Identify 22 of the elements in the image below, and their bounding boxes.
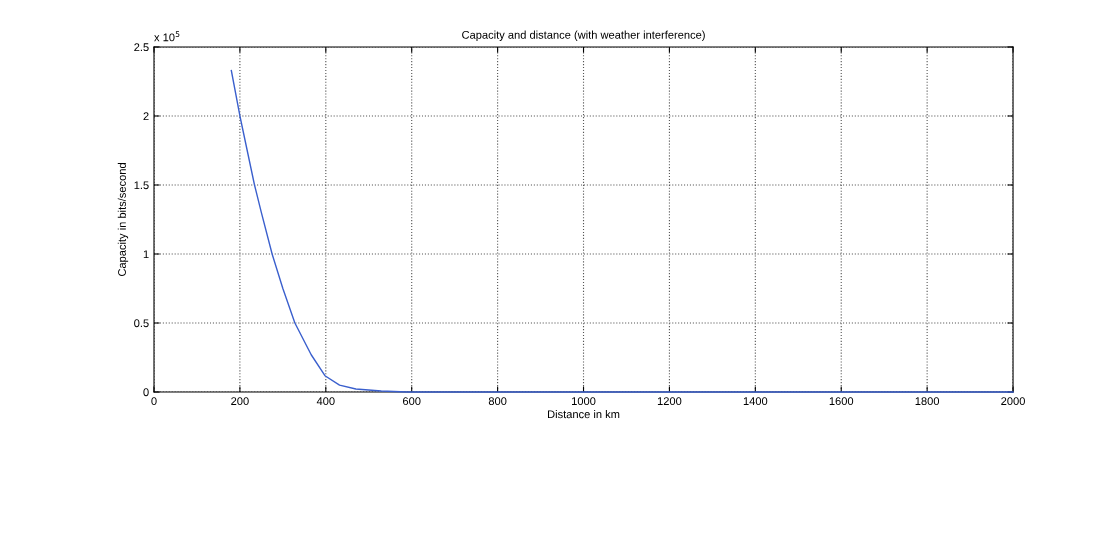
y-tick-label: 1.5 bbox=[134, 181, 149, 190]
text: x 10$^{5}$ bbox=[154, 31, 180, 42]
x-tick-label: 200 bbox=[231, 397, 249, 406]
x-axis-title: Distance in km bbox=[548, 410, 620, 419]
x-tick-label: 1400 bbox=[743, 397, 768, 406]
x-tick-label: 0 bbox=[151, 397, 157, 406]
y-tick-label: 2.5 bbox=[134, 43, 149, 52]
y-tick-label: 1 bbox=[143, 250, 149, 259]
y-tick-label: 0.5 bbox=[134, 319, 149, 328]
chart-title: Capacity and distance (with weather interference) bbox=[462, 30, 705, 41]
y-tick-label: 0 bbox=[143, 388, 149, 397]
y-axis-title: Capacity in bits/second bbox=[117, 163, 129, 277]
x-tick-label: 600 bbox=[403, 397, 421, 406]
x-tick-label: 1000 bbox=[572, 397, 596, 406]
x-tick-label: 2000 bbox=[1001, 397, 1025, 406]
x-tick-label: 1600 bbox=[829, 397, 854, 406]
line-series bbox=[230, 69, 1014, 393]
x-tick-label: 1200 bbox=[657, 397, 682, 406]
x-tick-label: 800 bbox=[488, 397, 507, 406]
x-tick-label: 400 bbox=[316, 397, 335, 406]
x-tick-label: 1800 bbox=[915, 397, 940, 406]
y-tick-label: 2 bbox=[143, 112, 149, 121]
